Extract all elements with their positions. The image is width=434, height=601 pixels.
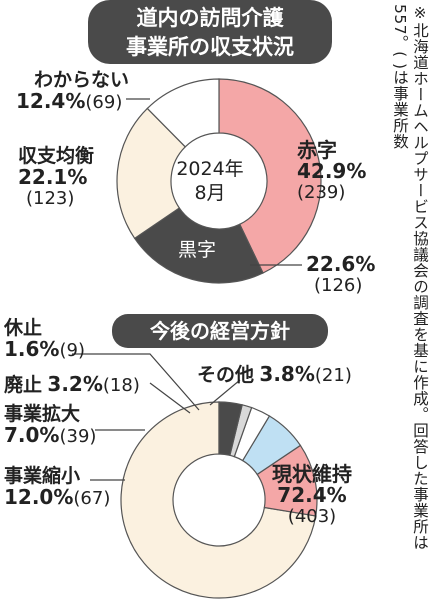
slice-percent: 22.1% (18, 165, 88, 189)
slice-count: (67) (73, 488, 111, 509)
slice-name: 事業縮小 (4, 465, 81, 487)
chart1-slice-2 (116, 107, 187, 240)
chart1-title-line2: 事業所の収支状況 (126, 35, 294, 59)
slice-name: 事業拡大 (4, 403, 81, 425)
chart1-title-line1: 道内の訪問介護 (136, 6, 284, 30)
slice-percent: 22.6% (306, 252, 376, 276)
slice-count: (123) (26, 188, 75, 209)
slice-name: 現状維持 (272, 462, 352, 486)
slice-name: 収支均衡 (18, 145, 95, 167)
slice-label-kinkou: 収支均衡 22.1% (123) (18, 145, 95, 210)
slice-label-sonota: その他 3.8%(21) (197, 364, 352, 387)
slice-count: (18) (102, 375, 140, 396)
source-note: ※北海道ホームヘルプサービス協議会の調査を基に作成。回答した事業所は557。( … (391, 4, 429, 551)
slice-name: 赤字 (297, 138, 337, 162)
slice-label-shukusho: 事業縮小 12.0%(67) (4, 466, 110, 510)
chart1-center-month: 8月 (194, 182, 226, 204)
slice-count: (403) (287, 506, 337, 527)
chart1-slice-0 (218, 78, 322, 274)
chart1-center-year: 2024年 (176, 158, 244, 180)
slice-label-genjo: 現状維持 72.4% (403) (272, 462, 352, 528)
slice-name: その他 (197, 364, 255, 386)
slice-percent: 72.4% (277, 483, 347, 507)
slice-name: 廃止 (4, 374, 43, 396)
slice-percent: 12.0% (4, 485, 74, 509)
chart2-slice-0 (120, 401, 317, 599)
chart2-title: 今後の経営方針 (112, 314, 328, 348)
slice-percent: 1.6% (4, 337, 60, 361)
leader-kyushi (72, 353, 200, 411)
leader-sonota (209, 379, 241, 406)
slice-count: (21) (314, 365, 352, 386)
slice-name: わからない (34, 69, 130, 91)
slice-count: (126) (314, 275, 363, 296)
slice-label-kakudai: 事業拡大 7.0%(39) (4, 404, 96, 448)
slice-label-kuro: 22.6% (126) (306, 252, 376, 297)
chart1-slice-3 (146, 78, 220, 148)
slice-count: (239) (297, 182, 346, 203)
slice-count: (9) (59, 340, 85, 361)
slice-label-aka: 赤字 42.9% (239) (297, 138, 367, 204)
chart1-slice-1 (133, 207, 264, 284)
slice-percent: 3.8% (259, 362, 315, 386)
slice-label-kuro-name: 黒字 (178, 239, 217, 261)
leader-haishi (149, 382, 191, 414)
chart2-slice-5 (218, 401, 243, 457)
slice-percent: 7.0% (4, 423, 60, 447)
slice-label-wakaranai: わからない 12.4%(69) (16, 70, 129, 114)
chart1-center: 2024年 8月 (160, 157, 260, 205)
chart1-title: 道内の訪問介護 事業所の収支状況 (88, 0, 332, 64)
slice-percent: 42.9% (297, 159, 367, 183)
slice-percent: 3.2% (47, 372, 103, 396)
slice-name: 休止 (4, 317, 43, 339)
slice-label-kyushi: 休止 1.6%(9) (4, 318, 85, 362)
slice-percent: 12.4% (16, 89, 86, 113)
slice-label-haishi: 廃止 3.2%(18) (4, 374, 140, 397)
slice-count: (39) (59, 426, 97, 447)
slice-count: (69) (85, 92, 123, 113)
